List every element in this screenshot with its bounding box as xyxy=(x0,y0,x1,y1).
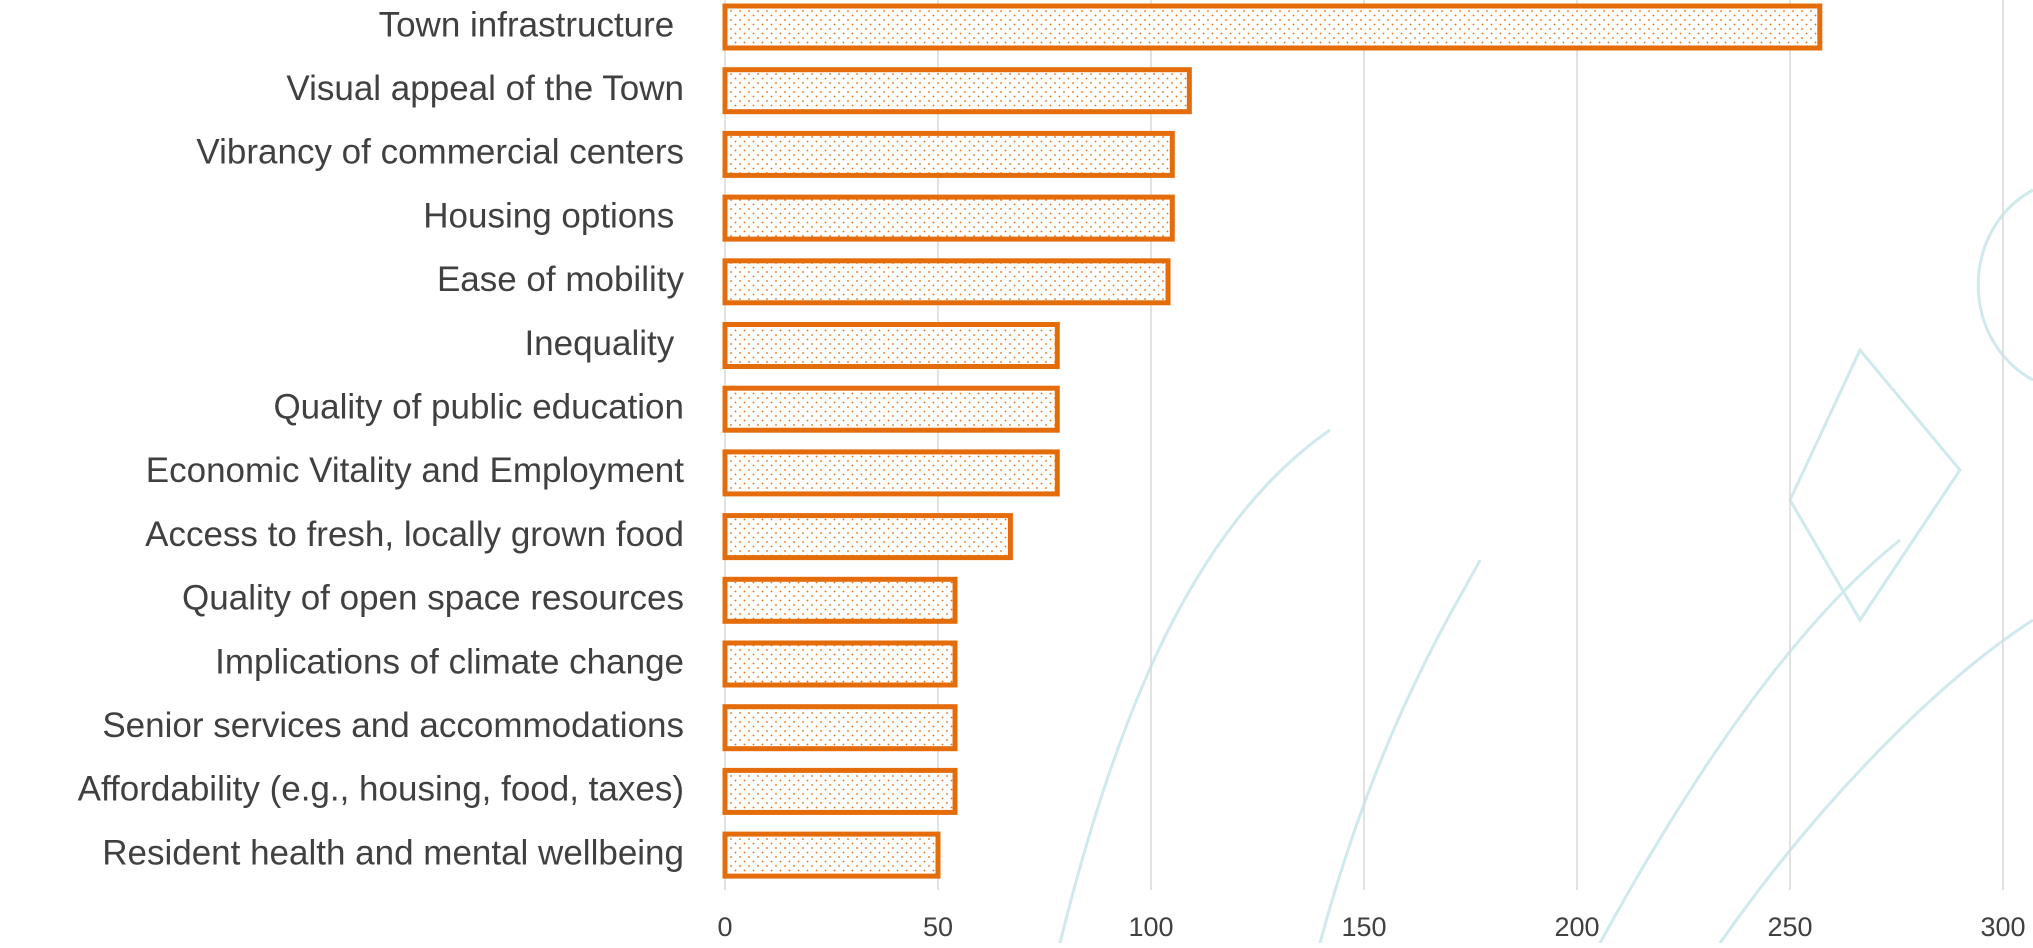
y-tick-label: Ease of mobility xyxy=(437,260,685,299)
x-tick-label: 250 xyxy=(1767,912,1812,942)
bar xyxy=(725,452,1057,494)
bar xyxy=(725,516,1010,558)
y-tick-label: Resident health and mental wellbeing xyxy=(102,833,684,872)
bar xyxy=(725,6,1820,48)
bar xyxy=(725,643,955,685)
x-tick-label: 0 xyxy=(717,912,732,942)
bar xyxy=(725,261,1168,303)
bar xyxy=(725,70,1189,112)
bar xyxy=(725,707,955,749)
y-tick-label: Visual appeal of the Town xyxy=(286,69,684,108)
y-tick-label: Quality of public education xyxy=(273,387,684,426)
y-tick-label: Access to fresh, locally grown food xyxy=(145,515,684,554)
bar xyxy=(725,770,955,812)
y-tick-label: Senior services and accommodations xyxy=(102,706,684,745)
x-tick-label: 300 xyxy=(1980,912,2025,942)
y-tick-label: Economic Vitality and Employment xyxy=(146,451,684,490)
x-tick-label: 200 xyxy=(1554,912,1599,942)
bar xyxy=(725,388,1057,430)
x-tick-label: 50 xyxy=(923,912,953,942)
page: {"chart_data": {"type": "bar", "orientat… xyxy=(0,0,2033,948)
y-tick-label: Housing options xyxy=(423,196,684,235)
y-tick-label: Quality of open space resources xyxy=(182,579,684,618)
bar xyxy=(725,325,1057,367)
bar xyxy=(725,834,938,876)
bar xyxy=(725,579,955,621)
y-tick-label: Vibrancy of commercial centers xyxy=(196,133,684,172)
y-tick-label: Town infrastructure xyxy=(379,5,684,44)
y-tick-label: Implications of climate change xyxy=(215,642,684,681)
x-tick-label: 100 xyxy=(1128,912,1173,942)
bar xyxy=(725,197,1172,239)
bar xyxy=(725,133,1172,175)
chart: 0 50 100 150 200 250 300 Town infrastructure Vi… xyxy=(0,0,2033,943)
y-tick-label: Affordability (e.g., housing, food, taxe… xyxy=(78,770,684,809)
x-tick-label: 150 xyxy=(1341,912,1386,942)
y-tick-label: Inequality xyxy=(524,324,684,363)
watermark xyxy=(1060,190,2033,943)
